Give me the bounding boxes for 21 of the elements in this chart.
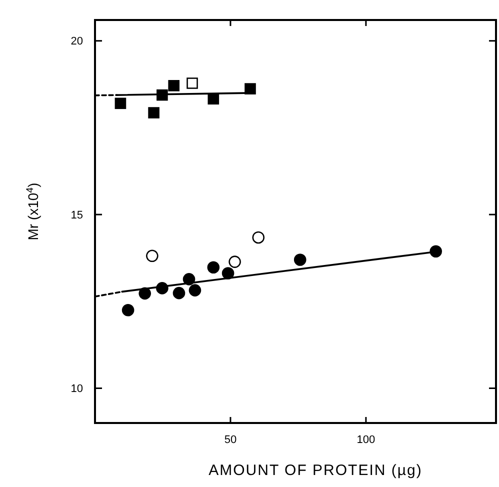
point [222,267,234,280]
point [114,98,126,110]
x-tick-label: 100 [356,434,376,446]
point [244,83,256,94]
point [172,286,186,300]
point [207,261,220,274]
point [122,304,134,316]
point [294,254,306,266]
y-tick-label: 15 [70,209,83,222]
y-tick-label: 20 [70,36,83,48]
point [228,256,241,268]
y-tick-label: 10 [70,383,83,396]
x-tick-label: 50 [224,434,237,446]
point [146,250,158,262]
point [186,78,198,89]
x-axis-title: AMOUNT OF PROTEIN (µg) [208,462,422,479]
point [148,107,160,118]
point [252,231,265,244]
point [188,284,202,296]
point [430,245,442,258]
point [168,80,180,92]
